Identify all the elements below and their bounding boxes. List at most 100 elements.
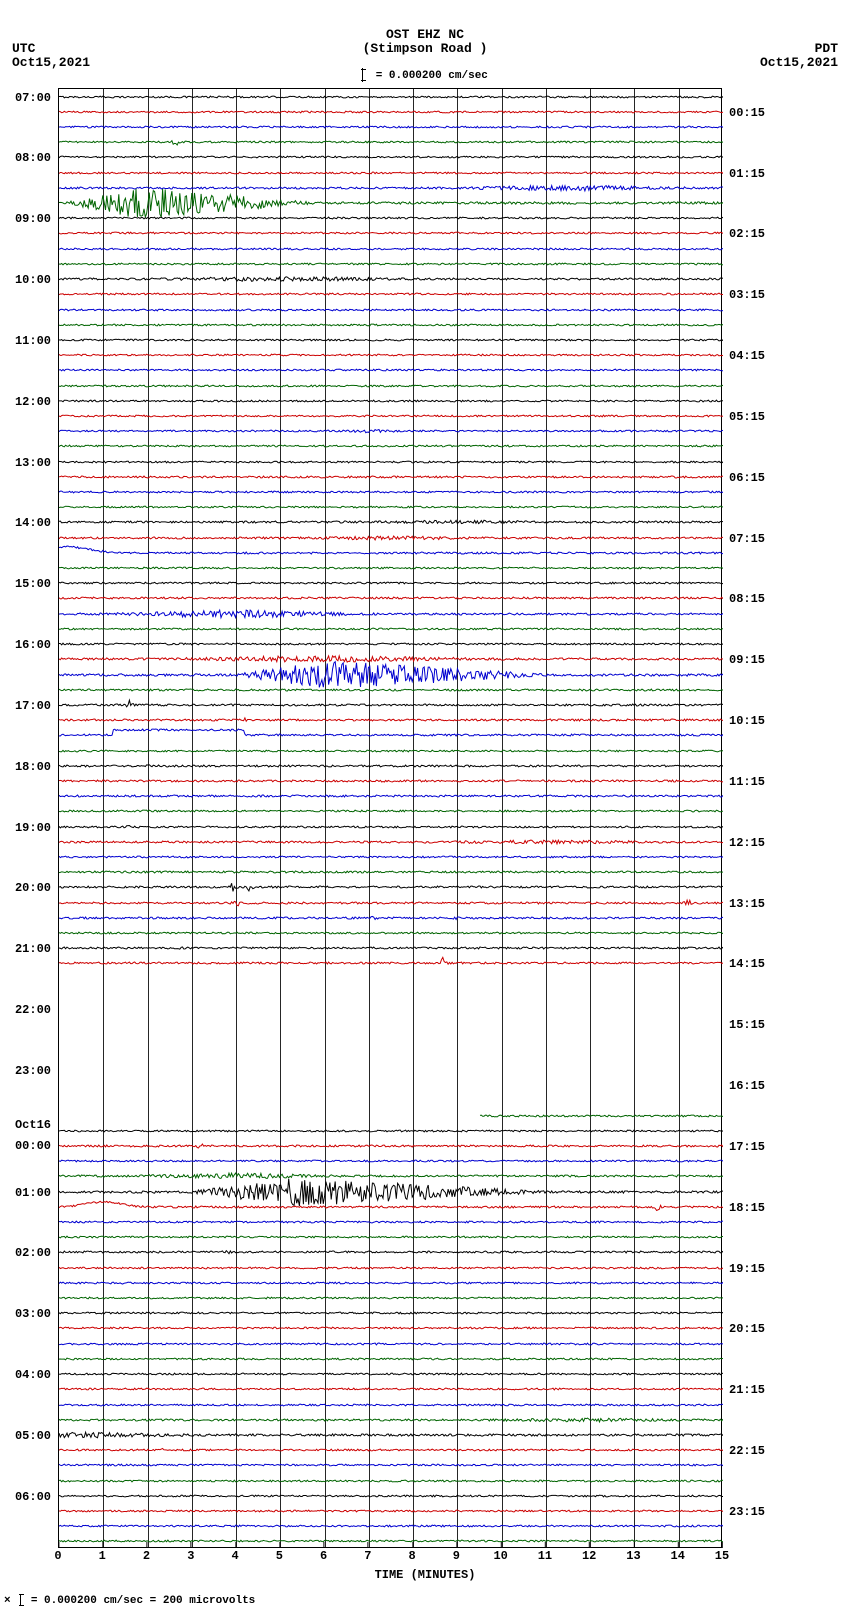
x-tick: 7 <box>364 1549 371 1563</box>
tz-right-date: Oct15,2021 <box>760 56 838 70</box>
utc-time-label: 23:00 <box>0 1064 51 1078</box>
waveform <box>59 1237 723 1267</box>
trace-row: 18:00 <box>59 766 721 767</box>
trace-row <box>59 386 721 387</box>
x-tick: 2 <box>143 1549 150 1563</box>
trace-row: 22:00 <box>59 1009 721 1010</box>
station-code: OST EHZ NC <box>0 28 850 42</box>
waveform <box>59 1207 723 1237</box>
trace-row: 23:00 <box>59 1070 721 1071</box>
waveform <box>59 1511 723 1541</box>
trace-row: 14:15 <box>59 963 721 964</box>
waveform <box>59 1313 723 1343</box>
waveform <box>59 553 723 583</box>
pdt-time-label: 08:15 <box>729 592 849 606</box>
waveform <box>59 933 723 963</box>
waveform <box>59 1085 723 1115</box>
waveform <box>59 1192 723 1222</box>
utc-time-label: 12:00 <box>0 395 51 409</box>
waveform <box>59 720 723 750</box>
waveform <box>59 462 723 492</box>
x-tick: 3 <box>187 1549 194 1563</box>
waveform <box>59 507 723 537</box>
waveform <box>59 827 723 857</box>
trace-row <box>59 1541 721 1542</box>
pdt-time-label: 15:15 <box>729 1018 849 1032</box>
trace-row <box>59 857 721 858</box>
trace-row: 05:15 <box>59 416 721 417</box>
waveform <box>59 340 723 370</box>
trace-row: 16:15 <box>59 1085 721 1086</box>
waveform <box>59 979 723 1009</box>
utc-time-label: Oct1600:00 <box>0 1125 51 1153</box>
trace-row <box>59 249 721 250</box>
trace-row: 00:15 <box>59 112 721 113</box>
trace-row: 18:15 <box>59 1207 721 1208</box>
utc-time-label: 15:00 <box>0 577 51 591</box>
station-name: (Stimpson Road ) <box>0 42 850 56</box>
waveform <box>59 1253 723 1283</box>
trace-row: 04:00 <box>59 1374 721 1375</box>
utc-time-label: 05:00 <box>0 1429 51 1443</box>
trace-row <box>59 933 721 934</box>
waveform <box>59 295 723 325</box>
waveform <box>59 1344 723 1374</box>
waveform <box>59 355 723 385</box>
trace-row: 22:15 <box>59 1450 721 1451</box>
waveform <box>59 82 723 112</box>
trace-row <box>59 264 721 265</box>
pdt-time-label: 17:15 <box>729 1140 849 1154</box>
waveform <box>59 812 723 842</box>
trace-row <box>59 1040 721 1041</box>
trace-row <box>59 629 721 630</box>
x-tick: 14 <box>671 1549 685 1563</box>
trace-row: 09:00 <box>59 218 721 219</box>
waveform <box>59 1466 723 1496</box>
trace-row <box>59 1116 721 1117</box>
waveform <box>59 1177 723 1207</box>
trace-row: 17:15 <box>59 1146 721 1147</box>
waveform <box>59 279 723 309</box>
trace-row: 04:15 <box>59 355 721 356</box>
trace-row <box>59 1526 721 1527</box>
waveform <box>59 948 723 978</box>
trace-row: 13:15 <box>59 903 721 904</box>
trace-row: Oct1600:00 <box>59 1131 721 1132</box>
waveform <box>59 1131 723 1161</box>
waveform <box>59 629 723 659</box>
utc-time-label: 21:00 <box>0 942 51 956</box>
waveform <box>59 249 723 279</box>
waveform <box>59 690 723 720</box>
waveform <box>59 386 723 416</box>
trace-row: 23:15 <box>59 1511 721 1512</box>
pdt-time-label: 21:15 <box>729 1383 849 1397</box>
trace-row: 19:15 <box>59 1268 721 1269</box>
trace-row: 07:00 <box>59 97 721 98</box>
pdt-time-label: 10:15 <box>729 714 849 728</box>
waveform <box>59 751 723 781</box>
trace-row <box>59 1405 721 1406</box>
waveform <box>59 447 723 477</box>
trace-row <box>59 446 721 447</box>
waveform <box>59 1009 723 1039</box>
trace-row: 14:00 <box>59 522 721 523</box>
tz-right-name: PDT <box>760 42 838 56</box>
waveform <box>59 112 723 142</box>
trace-row: 11:15 <box>59 781 721 782</box>
trace-row: 07:15 <box>59 538 721 539</box>
trace-row: 15:00 <box>59 583 721 584</box>
trace-row: 06:00 <box>59 1496 721 1497</box>
trace-row: 05:00 <box>59 1435 721 1436</box>
trace-row: 21:15 <box>59 1389 721 1390</box>
waveform <box>59 523 723 553</box>
utc-time-label: 11:00 <box>0 334 51 348</box>
trace-row: 02:00 <box>59 1252 721 1253</box>
pdt-time-label: 23:15 <box>729 1505 849 1519</box>
trace-row <box>59 1055 721 1056</box>
trace-row <box>59 994 721 995</box>
trace-row: 01:00 <box>59 1192 721 1193</box>
trace-row: 16:00 <box>59 644 721 645</box>
waveform <box>59 1329 723 1359</box>
pdt-time-label: 20:15 <box>729 1322 849 1336</box>
trace-row <box>59 1465 721 1466</box>
